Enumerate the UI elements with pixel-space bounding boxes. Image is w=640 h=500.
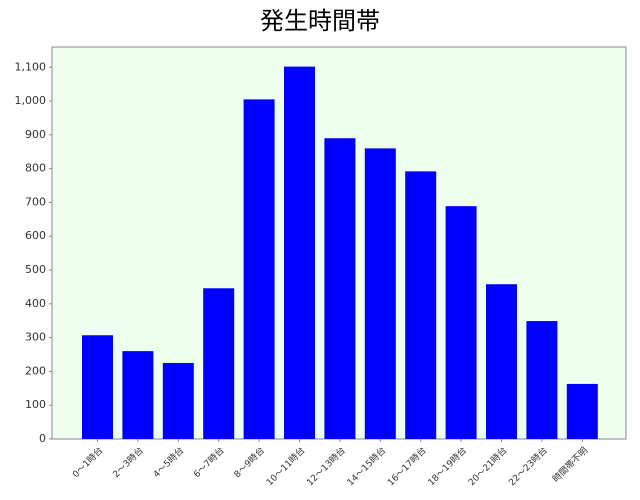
bar: [364, 148, 396, 439]
y-tick-label: 800: [25, 162, 46, 175]
x-tick-label: 14～15時台: [344, 444, 388, 488]
y-tick-label: 300: [25, 331, 46, 344]
bar: [122, 351, 154, 439]
x-tick-label: 時間帯不明: [550, 444, 590, 484]
bar: [82, 335, 113, 439]
y-tick-label: 400: [25, 297, 46, 310]
x-tick-label: 0～1時台: [70, 444, 106, 480]
y-tick-label: 1,000: [15, 94, 47, 107]
y-tick-label: 200: [25, 364, 46, 377]
chart-title: 発生時間帯: [260, 7, 380, 35]
y-tick-label: 600: [25, 229, 46, 242]
bar: [284, 66, 315, 439]
y-tick-label: 900: [25, 128, 46, 141]
y-tick-label: 700: [25, 195, 46, 208]
x-tick-label: 4～5時台: [151, 444, 187, 480]
x-tick-label: 10～11時台: [264, 444, 308, 488]
bar: [445, 206, 477, 439]
y-tick-label: 0: [39, 432, 46, 445]
bar: [203, 288, 235, 439]
bar: [526, 321, 558, 439]
bar: [405, 171, 437, 439]
y-tick-label: 500: [25, 263, 46, 276]
bar: [162, 362, 194, 439]
bar: [243, 99, 275, 440]
y-tick-label: 1,100: [15, 60, 47, 73]
x-tick-label: 20～21時台: [466, 444, 510, 488]
x-tick-label: 12～13時台: [304, 444, 348, 488]
x-tick-label: 16～17時台: [385, 444, 429, 488]
x-tick-label: 18～19時台: [425, 444, 469, 488]
bar: [324, 138, 356, 439]
bar: [486, 284, 517, 439]
x-tick-label: 8～9時台: [231, 444, 267, 480]
x-tick-label: 22～23時台: [506, 444, 550, 488]
x-tick-label: 2～3時台: [110, 444, 146, 480]
y-tick-label: 100: [25, 398, 46, 411]
bar: [566, 383, 598, 439]
x-tick-label: 6～7時台: [191, 444, 227, 480]
